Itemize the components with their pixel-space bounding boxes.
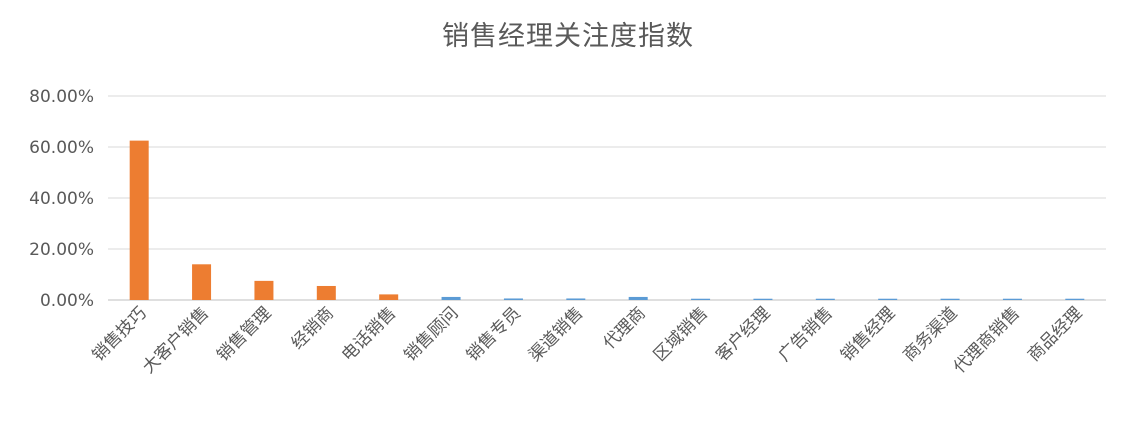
x-tick-label: 经销商	[288, 303, 338, 353]
bar	[878, 298, 898, 300]
x-tick-label: 区域销售	[650, 303, 712, 365]
y-tick-label: 80.00%	[29, 87, 94, 107]
bar	[691, 298, 711, 300]
x-tick-label: 代理商销售	[950, 303, 1024, 377]
x-tick-label: 销售经理	[837, 303, 899, 365]
x-tick-label: 大客户销售	[139, 303, 213, 377]
bar	[815, 298, 835, 300]
bar	[441, 296, 461, 300]
bar	[192, 264, 212, 300]
y-tick-label: 20.00%	[29, 240, 94, 260]
y-tick-label: 60.00%	[29, 138, 94, 158]
bar	[1002, 298, 1022, 300]
x-tick-label: 商务渠道	[899, 303, 961, 365]
bar	[566, 298, 586, 300]
chart-title: 销售经理关注度指数	[442, 21, 694, 52]
bar	[129, 140, 149, 300]
x-tick-label: 销售专员	[463, 303, 525, 365]
bar	[940, 298, 960, 300]
x-tick-label: 客户经理	[712, 303, 774, 365]
y-tick-label: 40.00%	[29, 189, 94, 209]
x-tick-label: 代理商	[600, 303, 650, 353]
bar	[503, 298, 523, 300]
x-tick-label: 销售管理	[213, 303, 275, 365]
y-tick-label: 0.00%	[40, 291, 94, 311]
x-tick-label: 商品经理	[1024, 303, 1086, 365]
x-tick-label: 渠道销售	[525, 303, 587, 365]
x-tick-label: 广告销售	[775, 303, 837, 365]
bar	[628, 296, 648, 300]
bar	[316, 285, 336, 300]
bar	[1065, 298, 1085, 300]
x-tick-label: 电话销售	[338, 303, 400, 365]
x-tick-label: 销售顾问	[400, 303, 462, 365]
bar	[254, 280, 274, 300]
bar	[379, 294, 399, 300]
x-tick-label: 销售技巧	[88, 303, 150, 365]
bar	[753, 298, 773, 300]
